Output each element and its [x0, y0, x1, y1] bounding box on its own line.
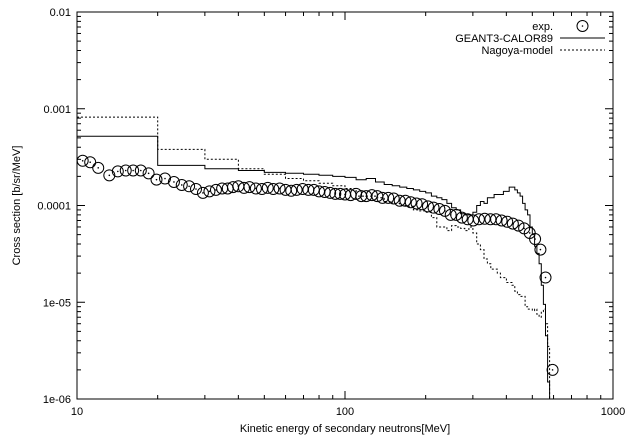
data-point-center: [89, 161, 91, 164]
series-line-geant3-calor89: [77, 135, 551, 399]
data-point-center: [132, 169, 134, 172]
y-axis-label: Cross section [b/sr/MeV]: [11, 146, 23, 266]
data-point-center: [195, 188, 197, 190]
data-point: [501, 215, 514, 228]
data-point: [76, 154, 89, 167]
x-tick-label-10: 10: [71, 406, 83, 418]
data-point: [416, 198, 429, 211]
data-point-center: [539, 248, 542, 251]
data-point: [103, 169, 116, 182]
data-point: [196, 186, 209, 199]
y-tick-label-0-01: 0.01: [50, 7, 71, 19]
data-point-center: [155, 178, 158, 181]
data-point-center: [164, 177, 166, 180]
data-point-center: [147, 172, 150, 175]
data-point: [249, 182, 262, 195]
data-point-center: [188, 185, 190, 188]
series-line-nagoya-model: [77, 116, 551, 399]
data-point: [84, 156, 97, 169]
data-point: [111, 165, 124, 178]
data-point: [433, 203, 446, 216]
y-tick-label-0-0001: 0.0001: [37, 201, 71, 213]
data-point: [495, 214, 508, 227]
data-point: [404, 196, 417, 209]
data-point-center: [180, 184, 183, 186]
data-point: [119, 164, 132, 177]
data-point-center: [108, 174, 111, 177]
series-points-exp: [76, 154, 559, 376]
data-point: [290, 183, 303, 196]
data-point: [243, 181, 256, 194]
y-tick-label-0-00001: 1e-05: [43, 297, 71, 309]
data-point-center: [248, 186, 251, 188]
data-point: [546, 363, 559, 376]
data-point: [261, 181, 274, 194]
legend-marker-center: [581, 25, 584, 27]
data-point: [506, 217, 519, 230]
data-point-center: [202, 192, 204, 194]
data-point: [92, 161, 105, 174]
data-point-center: [444, 210, 446, 212]
legend-marker-exp: [576, 20, 589, 32]
series-layer: [76, 116, 559, 399]
data-point: [167, 175, 180, 188]
y-tick-label-0-000001: 1e-06: [43, 394, 71, 406]
data-point: [127, 164, 140, 177]
data-point: [399, 194, 412, 207]
data-point: [387, 192, 400, 205]
data-point: [150, 173, 163, 186]
data-point: [324, 186, 337, 199]
legend-label-0: exp.: [532, 21, 553, 33]
data-point-center: [139, 169, 142, 172]
x-axis-label: Kinetic energy of secondary neutrons[MeV…: [240, 423, 450, 435]
data-point: [238, 181, 251, 194]
data-point: [490, 213, 503, 226]
data-point: [267, 183, 280, 196]
plot-frame: [76, 11, 614, 400]
data-point-center: [124, 169, 127, 172]
data-point-center: [97, 167, 100, 169]
data-point-center: [528, 232, 531, 234]
data-point: [142, 167, 155, 180]
data-point: [203, 185, 216, 198]
x-tick-label-1000: 1000: [601, 406, 625, 418]
axis-ticks: 10 100 1000 0.01 0.001 0.0001 1e-05 1e-06: [37, 7, 625, 418]
data-point: [175, 178, 188, 191]
data-point-center: [81, 159, 84, 162]
data-point: [134, 164, 147, 177]
data-point: [539, 271, 552, 284]
data-point: [512, 219, 525, 232]
legend-label-2: Nagoya-model: [481, 45, 553, 57]
data-point: [209, 183, 222, 196]
data-point: [421, 200, 434, 213]
data-point: [190, 183, 203, 196]
data-point: [183, 180, 196, 193]
data-point: [159, 172, 172, 185]
y-tick-label-0-001: 0.001: [43, 104, 71, 116]
data-point: [427, 201, 440, 214]
data-point-center: [544, 276, 547, 279]
data-point: [534, 243, 547, 256]
data-point-center: [173, 181, 175, 183]
legend-label-1: GEANT3-CALOR89: [455, 33, 553, 45]
data-point-center: [551, 369, 554, 371]
data-point: [410, 197, 423, 210]
data-point: [273, 182, 286, 195]
data-point-center: [208, 190, 211, 193]
data-point-center: [523, 227, 525, 230]
x-tick-label-100: 100: [336, 406, 354, 418]
data-point: [285, 184, 298, 197]
data-point: [455, 211, 468, 224]
data-point-center: [117, 170, 119, 173]
